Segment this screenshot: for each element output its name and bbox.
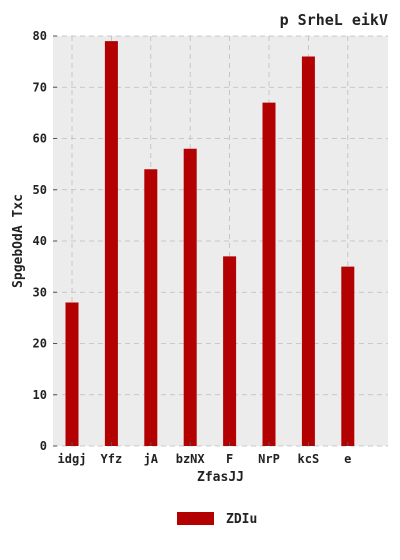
y-tick-label: 10 <box>33 388 47 402</box>
bar-bzNX <box>183 148 197 446</box>
y-tick-label: 80 <box>33 29 47 43</box>
y-tick-label: 30 <box>33 285 47 299</box>
x-tick-label: bzNX <box>176 452 206 466</box>
y-tick-label: 0 <box>40 439 47 453</box>
x-tick-label: NrP <box>258 452 280 466</box>
bar-F <box>223 256 237 446</box>
legend: ZDIu <box>177 512 257 527</box>
legend-swatch <box>177 512 214 525</box>
bar-idgj <box>65 302 79 446</box>
y-tick-label: 20 <box>33 337 47 351</box>
bar-kcS <box>301 56 315 446</box>
x-tick-label: kcS <box>298 452 320 466</box>
bar-NrP <box>262 102 276 446</box>
plot-area <box>53 36 388 446</box>
legend-label: ZDIu <box>226 512 257 527</box>
x-tick-label: Yfz <box>101 452 123 466</box>
chart-title: p SrheL eikV <box>280 11 388 29</box>
bar-jA <box>144 169 158 446</box>
y-tick-label: 40 <box>33 234 47 248</box>
y-axis-label: SpgebOdA Txc <box>11 194 26 288</box>
x-tick-label: idgj <box>58 452 87 466</box>
y-tick-label: 50 <box>33 183 47 197</box>
y-axis-ticks: 0 10 20 30 40 50 60 70 80 <box>33 29 57 453</box>
x-tick-label: e <box>344 452 351 466</box>
bars <box>65 41 355 446</box>
bar-Yfz <box>104 41 118 446</box>
x-axis-label: ZfasJJ <box>197 470 244 485</box>
y-tick-label: 70 <box>33 80 47 94</box>
x-tick-label: jA <box>144 452 159 466</box>
y-tick-label: 60 <box>33 132 47 146</box>
x-axis-ticks: idgj Yfz jA bzNX F NrP kcS e <box>58 442 351 466</box>
bar-e <box>341 266 355 446</box>
x-tick-label: F <box>226 452 233 466</box>
